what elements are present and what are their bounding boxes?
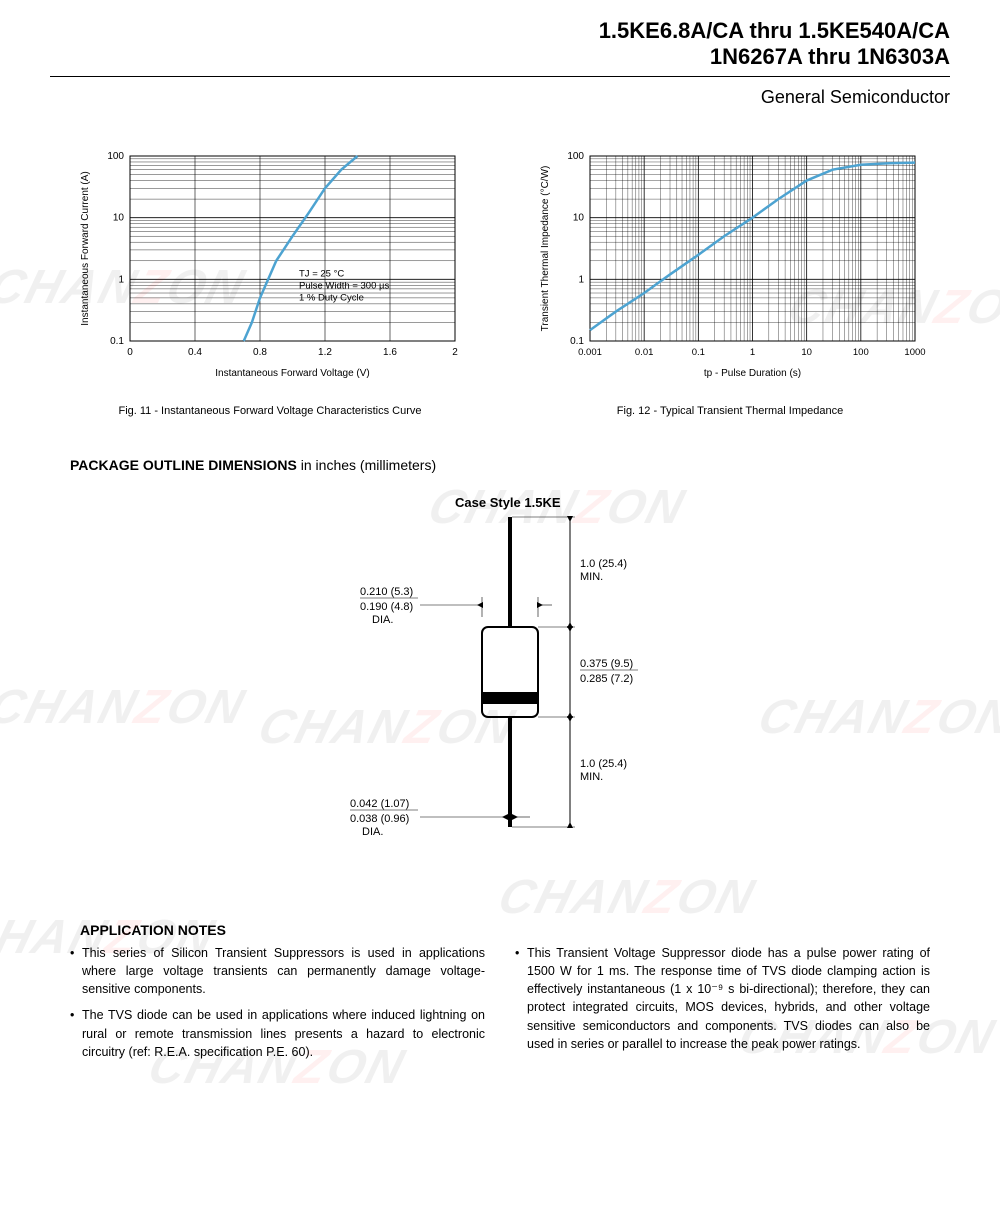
charts-row: 0 0.4 0.8 1.2 1.6 2 0.1 1 10 100 Instantaneous For…: [0, 116, 1000, 417]
svg-text:100: 100: [853, 347, 869, 358]
chart1-caption: Fig. 11 - Instantaneous Forward Voltage …: [60, 405, 480, 417]
svg-text:0.8: 0.8: [253, 347, 267, 358]
chart2-caption: Fig. 12 - Typical Transient Thermal Impe…: [520, 405, 940, 417]
svg-text:MIN.: MIN.: [580, 571, 603, 583]
svg-text:MIN.: MIN.: [580, 771, 603, 783]
svg-text:0.190 (4.8): 0.190 (4.8): [360, 601, 413, 613]
svg-text:0.042 (1.07): 0.042 (1.07): [350, 798, 409, 810]
svg-text:0: 0: [127, 347, 133, 358]
svg-text:0.1: 0.1: [570, 336, 584, 347]
svg-text:10: 10: [573, 213, 585, 224]
app-note-item: This Transient Voltage Suppressor diode …: [515, 944, 930, 1053]
document-header: 1.5KE6.8A/CA thru 1.5KE540A/CA 1N6267A t…: [0, 0, 1000, 116]
svg-text:1.0 (25.4): 1.0 (25.4): [580, 558, 627, 570]
chart-fig11: 0 0.4 0.8 1.2 1.6 2 0.1 1 10 100 Instantaneous For…: [60, 146, 480, 417]
svg-text:1000: 1000: [904, 347, 925, 358]
svg-text:10: 10: [113, 213, 125, 224]
svg-text:Transient Thermal Impedance (°: Transient Thermal Impedance (°C/W): [540, 166, 551, 332]
app-notes-left-col: This series of Silicon Transient Suppres…: [70, 944, 485, 1069]
package-diagram: Case Style 1.5KE1.0 (25.4)MIN.0.210 (5.3…: [0, 487, 1000, 892]
package-title-light: in inches (millimeters): [297, 457, 436, 473]
svg-text:Case Style 1.5KE: Case Style 1.5KE: [455, 495, 561, 510]
svg-text:0.1: 0.1: [110, 336, 124, 347]
svg-text:2: 2: [452, 347, 458, 358]
app-notes-title: APPLICATION NOTES: [0, 892, 1000, 944]
header-title-1: 1.5KE6.8A/CA thru 1.5KE540A/CA: [50, 18, 950, 44]
svg-text:1.0 (25.4): 1.0 (25.4): [580, 758, 627, 770]
svg-text:0.1: 0.1: [692, 347, 705, 358]
svg-text:10: 10: [801, 347, 812, 358]
app-notes-body: This series of Silicon Transient Suppres…: [0, 944, 1000, 1069]
package-svg: Case Style 1.5KE1.0 (25.4)MIN.0.210 (5.3…: [280, 487, 720, 887]
svg-text:1.6: 1.6: [383, 347, 397, 358]
svg-text:1: 1: [578, 274, 584, 285]
header-subtitle: General Semiconductor: [50, 87, 950, 108]
svg-text:1: 1: [118, 274, 124, 285]
chart2-svg: 0.001 0.01 0.1 1 10 100 1000 0.1 1 10 100 tp - Puls…: [530, 146, 930, 386]
app-notes-right-col: This Transient Voltage Suppressor diode …: [515, 944, 930, 1069]
chart-fig12: 0.001 0.01 0.1 1 10 100 1000 0.1 1 10 100 tp - Puls…: [520, 146, 940, 417]
svg-text:tp - Pulse Duration (s): tp - Pulse Duration (s): [704, 368, 801, 379]
svg-text:0.375 (9.5): 0.375 (9.5): [580, 658, 633, 670]
svg-text:0.001: 0.001: [578, 347, 602, 358]
svg-text:DIA.: DIA.: [362, 826, 383, 838]
app-note-item: This series of Silicon Transient Suppres…: [70, 944, 485, 998]
svg-text:DIA.: DIA.: [372, 614, 393, 626]
svg-text:0.01: 0.01: [635, 347, 654, 358]
svg-text:1.2: 1.2: [318, 347, 332, 358]
svg-text:0.210 (5.3): 0.210 (5.3): [360, 586, 413, 598]
svg-text:Instantaneous Forward Voltage: Instantaneous Forward Voltage (V): [215, 368, 370, 379]
svg-text:TJ = 25 °C: TJ = 25 °C: [299, 268, 344, 279]
svg-text:100: 100: [107, 151, 124, 162]
package-title-bold: PACKAGE OUTLINE DIMENSIONS: [70, 457, 297, 473]
svg-text:1 % Duty Cycle: 1 % Duty Cycle: [299, 292, 364, 303]
svg-text:Pulse Width = 300 µs: Pulse Width = 300 µs: [299, 280, 389, 291]
header-title-2: 1N6267A thru 1N6303A: [50, 44, 950, 70]
svg-text:0.285 (7.2): 0.285 (7.2): [580, 673, 633, 685]
svg-text:0.038 (0.96): 0.038 (0.96): [350, 813, 409, 825]
svg-text:0.4: 0.4: [188, 347, 202, 358]
app-note-item: The TVS diode can be used in application…: [70, 1006, 485, 1060]
svg-text:Instantaneous Forward Current: Instantaneous Forward Current (A): [80, 171, 91, 326]
chart1-svg: 0 0.4 0.8 1.2 1.6 2 0.1 1 10 100 Instantaneous For…: [70, 146, 470, 386]
svg-text:1: 1: [750, 347, 755, 358]
package-section-title: PACKAGE OUTLINE DIMENSIONS in inches (mi…: [0, 417, 1000, 477]
svg-text:100: 100: [567, 151, 584, 162]
